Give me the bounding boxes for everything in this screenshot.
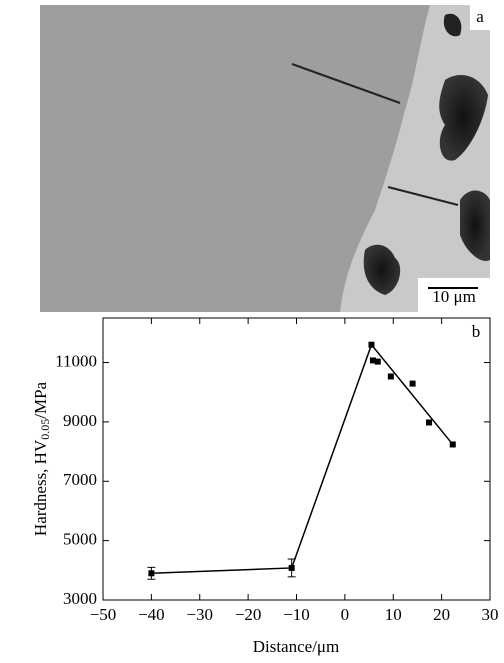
y-axis-label: Hardness, HV0.05/MPa — [31, 381, 52, 536]
x-tick-label: 10 — [385, 605, 402, 624]
y-tick-label: 7000 — [63, 470, 97, 489]
panel-label: b — [472, 322, 481, 341]
y-label-suffix: /MPa — [31, 381, 50, 418]
indent-trace — [387, 186, 459, 206]
x-axis-label: Distance/μm — [253, 637, 340, 656]
y-label-main: Hardness, HV — [31, 439, 50, 536]
x-tick-label: 30 — [482, 605, 499, 624]
pore — [460, 190, 490, 261]
point — [387, 373, 394, 380]
x-tick-label: −10 — [283, 605, 310, 624]
point — [426, 419, 433, 426]
x-tick-label: −20 — [235, 605, 262, 624]
y-tick-label: 3000 — [63, 589, 97, 608]
point — [374, 358, 381, 365]
pore — [439, 75, 488, 161]
pore — [443, 13, 462, 37]
scale-label: 10 μm — [432, 287, 476, 306]
panel-label: a — [476, 7, 484, 26]
micrograph: a 10 μm — [40, 5, 490, 312]
y-label-sub: 0.05 — [38, 419, 52, 440]
scale-box — [418, 278, 490, 312]
x-tick-label: 0 — [341, 605, 350, 624]
indent-trace — [291, 63, 401, 104]
x-tick-label: −50 — [90, 605, 117, 624]
x-tick-label: −40 — [138, 605, 165, 624]
point — [409, 380, 416, 387]
x-tick-label: 20 — [433, 605, 450, 624]
plot-frame — [102, 317, 491, 601]
label-box — [470, 5, 490, 30]
x-tick-label: −30 — [186, 605, 213, 624]
pore — [363, 244, 401, 295]
y-tick-label: 5000 — [63, 530, 97, 549]
y-tick-label: 11000 — [55, 351, 97, 370]
fit-line — [151, 343, 454, 575]
y-tick-label: 9000 — [63, 411, 97, 430]
point — [369, 357, 376, 364]
